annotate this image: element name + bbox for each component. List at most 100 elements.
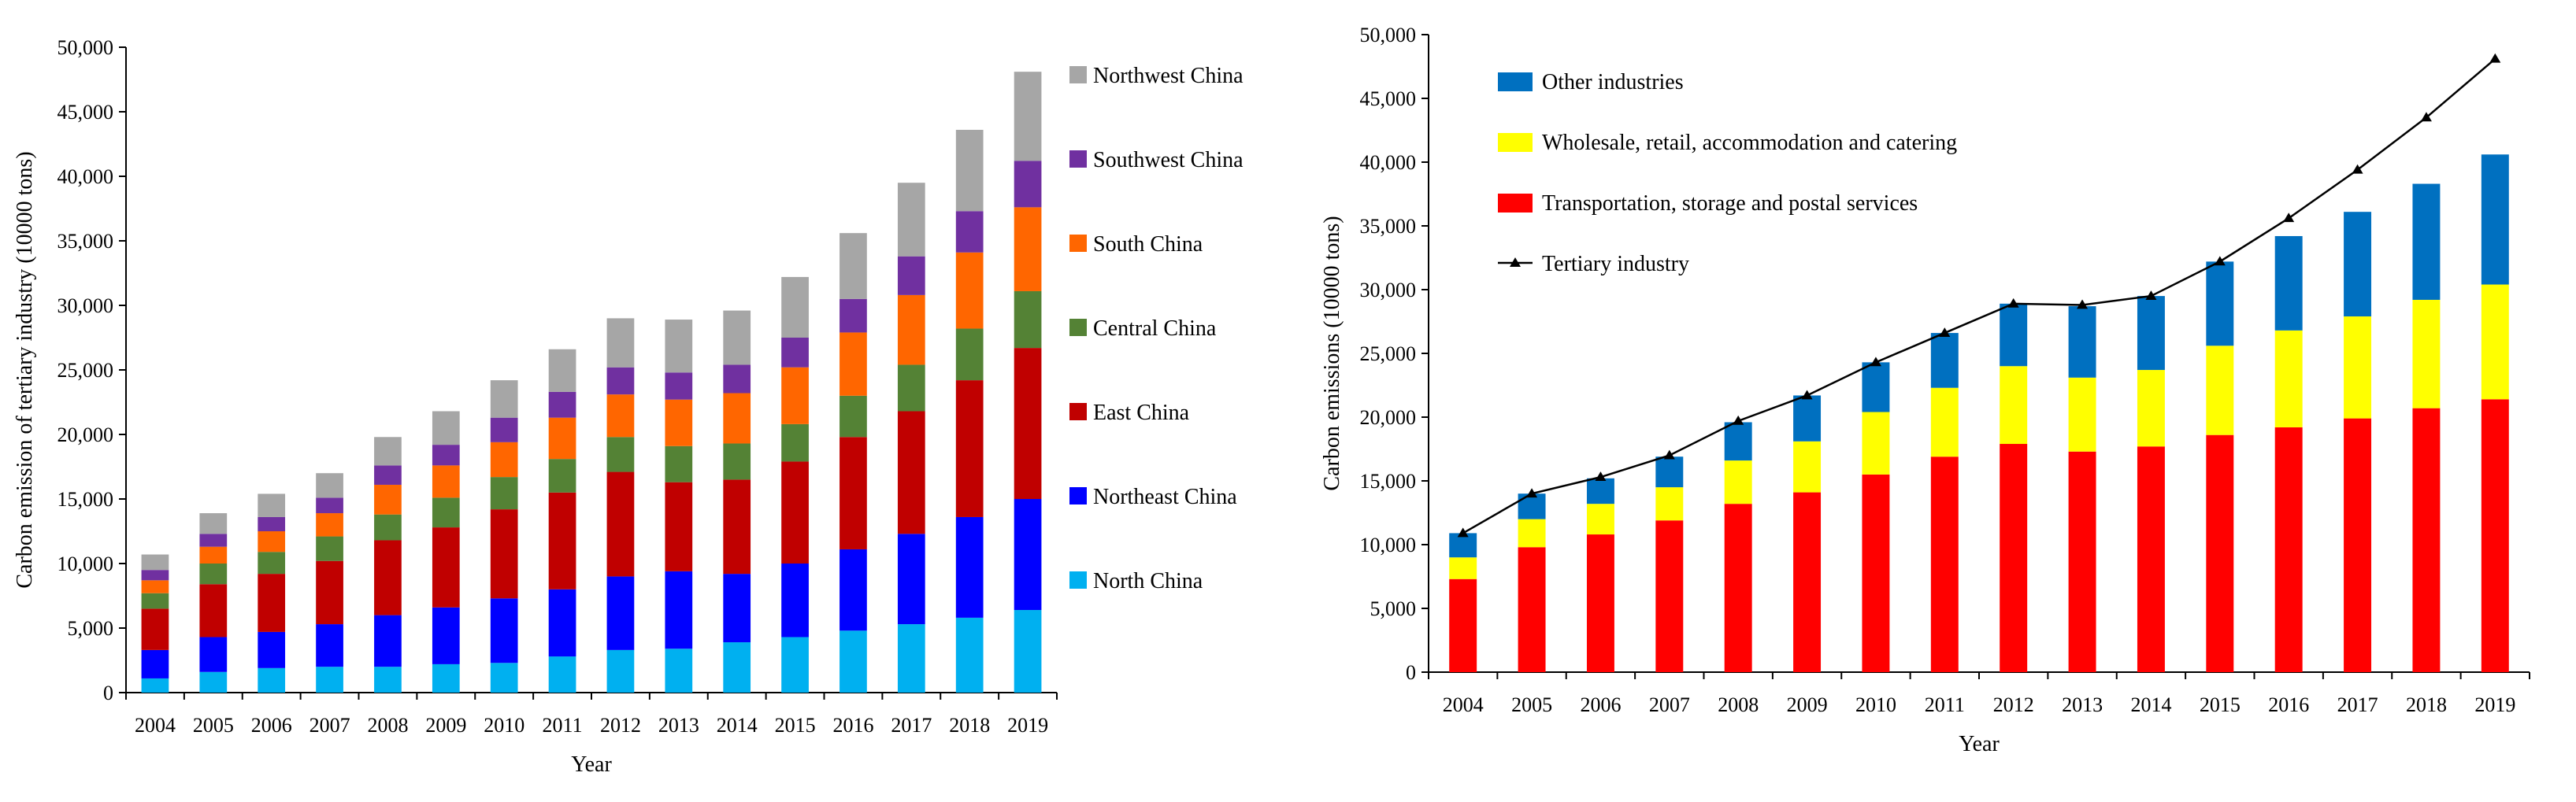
c2-x-tick-label: 2012 <box>1993 693 2034 716</box>
c2-x-axis-label: Year <box>1959 732 2000 756</box>
c1-bar-2013-s0 <box>665 649 693 693</box>
c2-bar-2006-s0 <box>1586 534 1614 672</box>
c2-bar-2018-s1 <box>2412 299 2441 408</box>
c1-bar-2011-s2 <box>548 492 576 589</box>
c1-bar-2010-s3 <box>490 477 518 510</box>
c1-legend-swatch-0 <box>1069 66 1087 83</box>
c2-bar-2006-s2 <box>1586 478 1614 504</box>
c2-line-marker-2004 <box>1457 527 1469 538</box>
sector-emissions-chart: 0 5,000 10,000 15,000 20,000 25,000 30,000 35,0… <box>1320 24 2530 756</box>
c1-bar-2011-s0 <box>548 656 576 693</box>
c2-bar-2004-s1 <box>1449 557 1477 579</box>
c1-bar-2016-s5 <box>840 298 867 333</box>
c2-y-tick-label: 10,000 <box>1360 534 1417 556</box>
c2-bar-2004-s0 <box>1449 578 1477 672</box>
c2-bar-2009-s2 <box>1793 395 1822 442</box>
c1-legend-swatch-4 <box>1069 403 1087 420</box>
c1-x-tick-label: 2019 <box>1007 714 1048 737</box>
c2-legend-label-1: Wholesale, retail, accommodation and cat… <box>1542 131 1957 155</box>
c2-bar-2019-s0 <box>2481 399 2509 672</box>
c2-y-axis-label: Carbon emissions (10000 tons) <box>1320 216 1344 490</box>
c1-bar-2012-s4 <box>606 394 635 438</box>
c1-x-tick-label: 2017 <box>891 714 932 737</box>
c1-bar-2009-s1 <box>432 607 460 664</box>
c1-bar-2006-s1 <box>258 631 286 668</box>
c1-bar-2017-s1 <box>897 534 925 625</box>
c1-bar-2014-s4 <box>723 393 751 444</box>
c2-line-marker-2015 <box>2214 256 2226 266</box>
c1-bar-2018-s1 <box>955 516 984 618</box>
c1-bar-2019-s4 <box>1014 207 1042 291</box>
c1-bar-2004-s1 <box>141 649 169 678</box>
c1-bar-2019-s5 <box>1014 161 1042 208</box>
c2-bar-2017-s2 <box>2344 212 2372 317</box>
c1-legend-label-1: Southwest China <box>1093 148 1244 172</box>
c1-bar-2014-s0 <box>723 642 751 693</box>
c2-bar-2004-s2 <box>1449 533 1477 558</box>
c1-bar-2014-s6 <box>723 310 751 365</box>
c1-bar-2007-s0 <box>316 667 343 693</box>
c2-y-tick-label: 0 <box>1406 661 1416 684</box>
c1-bar-2005-s0 <box>199 671 228 693</box>
c1-legend-swatch-3 <box>1069 319 1087 336</box>
c1-y-tick-label: 35,000 <box>57 230 114 253</box>
c1-y-tick-label: 25,000 <box>57 359 114 382</box>
c1-y-tick-label: 15,000 <box>57 488 114 511</box>
c1-bar-2005-s5 <box>199 534 228 547</box>
c1-legend-swatch-1 <box>1069 150 1087 168</box>
c1-bar-2011-s1 <box>548 589 576 657</box>
c1-bar-2016-s1 <box>840 549 867 631</box>
c1-bar-2009-s3 <box>432 497 460 528</box>
c1-bar-2014-s3 <box>723 443 751 480</box>
c1-x-tick-label: 2004 <box>135 714 176 737</box>
c2-bar-2014-s2 <box>2137 296 2165 371</box>
c1-bar-2016-s4 <box>840 332 867 396</box>
c1-y-tick-label: 5,000 <box>68 617 114 640</box>
c1-bar-2007-s5 <box>316 497 343 514</box>
c2-x-tick-label: 2019 <box>2474 693 2515 716</box>
c1-bar-2019-s0 <box>1014 610 1042 693</box>
c2-bar-2010-s1 <box>1862 412 1890 475</box>
c1-bar-2016-s2 <box>840 437 867 549</box>
c1-bar-2006-s6 <box>258 493 286 517</box>
c2-bar-2015-s2 <box>2206 261 2234 346</box>
c1-bar-2015-s0 <box>781 637 809 693</box>
c2-bar-2019-s2 <box>2481 154 2509 285</box>
c1-bar-2015-s3 <box>781 423 809 462</box>
c1-bar-2012-s3 <box>606 437 635 472</box>
c1-bar-2004-s5 <box>141 570 169 581</box>
c1-bar-2017-s6 <box>897 183 925 257</box>
c2-bar-2018-s0 <box>2412 408 2441 672</box>
c1-bar-2008-s6 <box>374 437 402 466</box>
c2-bar-2013-s0 <box>2068 451 2096 672</box>
c1-bar-2016-s3 <box>840 395 867 438</box>
c1-bar-2004-s0 <box>141 678 169 693</box>
c2-line-marker-2018 <box>2420 112 2432 122</box>
c2-bar-2017-s0 <box>2344 418 2372 672</box>
c1-bar-2017-s4 <box>897 294 925 365</box>
c2-legend-label-3: Tertiary industry <box>1542 252 1689 276</box>
c2-line-marker-2007 <box>1663 449 1675 460</box>
c1-bar-2010-s2 <box>490 509 518 599</box>
c1-x-axis-label: Year <box>571 752 612 777</box>
c2-y-tick-label: 15,000 <box>1360 470 1417 493</box>
c2-line-marker-2013 <box>2077 299 2089 309</box>
c2-y-tick-label: 45,000 <box>1360 87 1417 110</box>
c1-bar-2005-s3 <box>199 564 228 585</box>
c1-bar-2004-s4 <box>141 580 169 593</box>
c2-line-marker-2017 <box>2352 164 2363 174</box>
c2-x-tick-label: 2005 <box>1511 693 1552 716</box>
c1-bar-2006-s2 <box>258 574 286 632</box>
c1-bar-2004-s6 <box>141 554 169 571</box>
c1-y-tick-label: 10,000 <box>57 553 114 575</box>
c1-bar-2019-s3 <box>1014 290 1042 349</box>
c1-bar-2011-s3 <box>548 459 576 493</box>
c1-bar-2016-s0 <box>840 630 867 693</box>
c2-y-tick-label: 30,000 <box>1360 279 1417 301</box>
c1-bar-2013-s5 <box>665 372 693 400</box>
c1-legend-swatch-2 <box>1069 235 1087 252</box>
c2-bar-2008-s0 <box>1724 504 1752 672</box>
c2-bar-2007-s1 <box>1655 487 1684 521</box>
c1-x-tick-label: 2012 <box>600 714 641 737</box>
